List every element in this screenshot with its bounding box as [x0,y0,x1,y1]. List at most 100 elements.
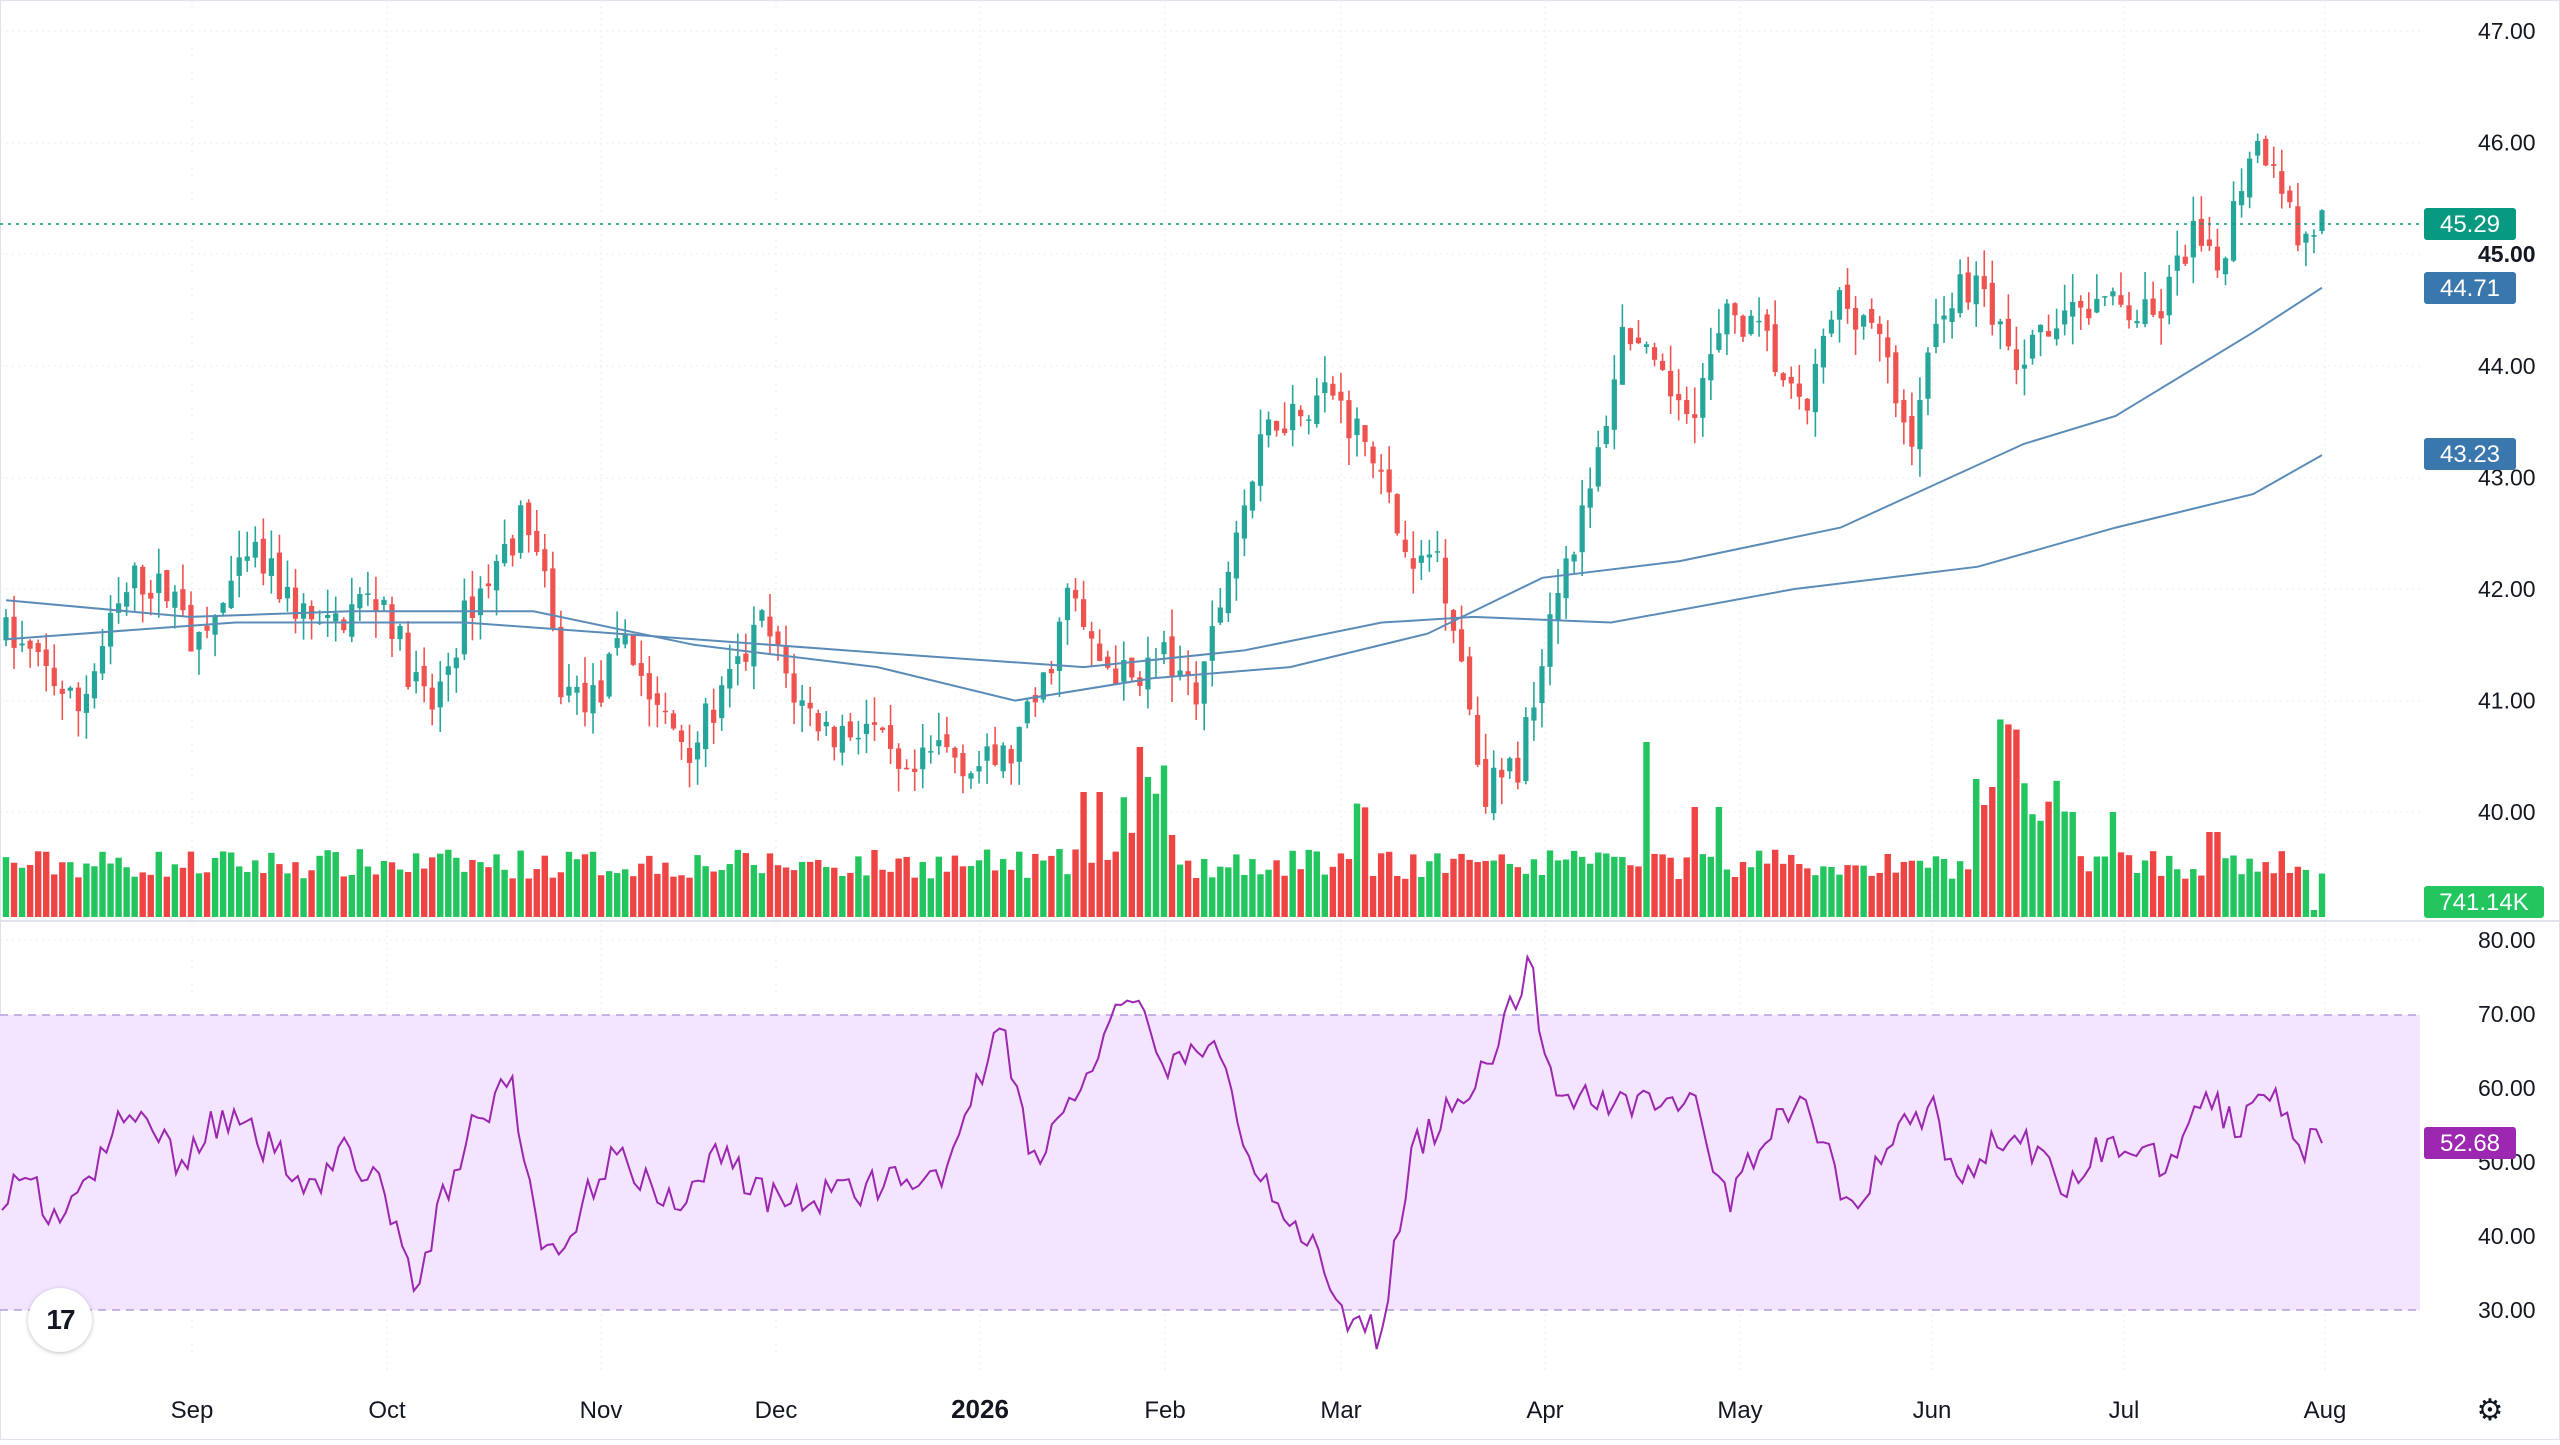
volume-bar [1305,849,1312,917]
volume-bar [1120,797,1127,917]
volume-bar [1514,867,1522,917]
candle-body [2005,318,2011,347]
volume-bar [1595,852,1602,917]
volume-bar [324,850,331,917]
last-price-badge-box [2424,208,2516,240]
candle-body [357,593,363,609]
volume-bar [1490,860,1497,917]
candle-body [1949,308,1955,322]
volume-bar [1892,872,1899,917]
candle-body [2238,191,2245,206]
volume-bar [887,871,894,917]
candle-body [156,573,162,594]
candle-body [775,631,781,645]
candle-body [1828,319,1835,334]
candle-body [1708,354,1714,381]
candle-body [1676,394,1682,401]
candle-body [518,505,524,553]
candle-body [686,748,693,764]
volume-bar [654,873,661,917]
volume-bar [2294,866,2302,917]
candle-body [791,673,797,703]
candle-body [107,612,114,647]
time-axis[interactable]: Sep Oct Nov Dec 2026 Feb Mar Apr May Jun Jul Aug [171,1394,2347,1424]
price-tick-label: 44.00 [2478,353,2536,379]
candle-body [1483,759,1489,807]
volume-bar [1530,859,1538,917]
candles[interactable] [3,133,2325,821]
candle-body [1756,320,1762,323]
candle-body [1901,400,1907,423]
tradingview-logo-icon[interactable]: 17 [28,1288,92,1352]
volume-bar [871,849,878,917]
volume-bar [823,867,830,917]
candle-body [2190,220,2196,258]
volume-bar [1948,878,1956,917]
volume-bar [678,875,685,917]
volume-bar [1297,869,1304,917]
candle-body [566,686,572,696]
volume-bar [895,858,902,917]
candle-body [1491,767,1497,814]
candle-body [2222,258,2229,275]
volume-bar [565,851,573,917]
volume-bar [75,877,82,917]
volume-bar [1498,854,1505,917]
volume-bar [1546,850,1554,917]
volume-bar [1313,851,1320,917]
candle-body [711,709,717,723]
volume-bar [236,866,243,917]
volume-bar [2238,874,2245,917]
volume-bar [1643,742,1650,917]
volume-bar [2109,812,2117,917]
candle-body [1740,315,1746,337]
candle-body [1651,347,1658,360]
candle-body [1298,409,1304,417]
candle-body [1852,308,1859,330]
volume-bar [91,866,98,917]
candle-body [703,703,709,750]
volume-bar [396,869,404,917]
candle-body [268,558,274,577]
candle-body [719,685,725,719]
candle-body [839,725,845,753]
candle-body [1788,376,1794,384]
candle-body [1032,694,1038,703]
candle-body [2182,256,2188,264]
candle-body [1402,539,1408,553]
volume-bar [43,851,50,917]
volume-bar [581,854,589,917]
volume-bar [774,865,782,917]
candle-body [477,588,484,616]
volume-bar [2254,871,2261,917]
volume-bar [1538,875,1546,917]
candle-body [1225,571,1231,614]
candle-body [976,766,982,772]
candle-body [1941,315,1947,320]
candle-body [1659,361,1666,370]
volume-bar [1080,792,1087,917]
candle-body [260,538,266,574]
candle-body [1981,276,1987,290]
volume-bar [437,853,444,917]
candle-body [1869,308,1875,323]
candle-body [19,643,25,646]
volume-bar [179,867,187,917]
candle-body [2279,171,2285,194]
candle-body [2037,324,2044,333]
volume-bar [83,863,90,917]
candle-body [1700,377,1706,418]
volume-bar [412,853,420,917]
candle-body [11,616,17,648]
gear-icon[interactable]: ⚙ [2476,1393,2504,1427]
volume-bar [646,855,653,917]
candle-body [2045,331,2052,337]
candle-body [349,604,355,637]
candle-body [485,583,492,587]
candle-body [1048,669,1055,674]
volume-bar [589,851,597,917]
